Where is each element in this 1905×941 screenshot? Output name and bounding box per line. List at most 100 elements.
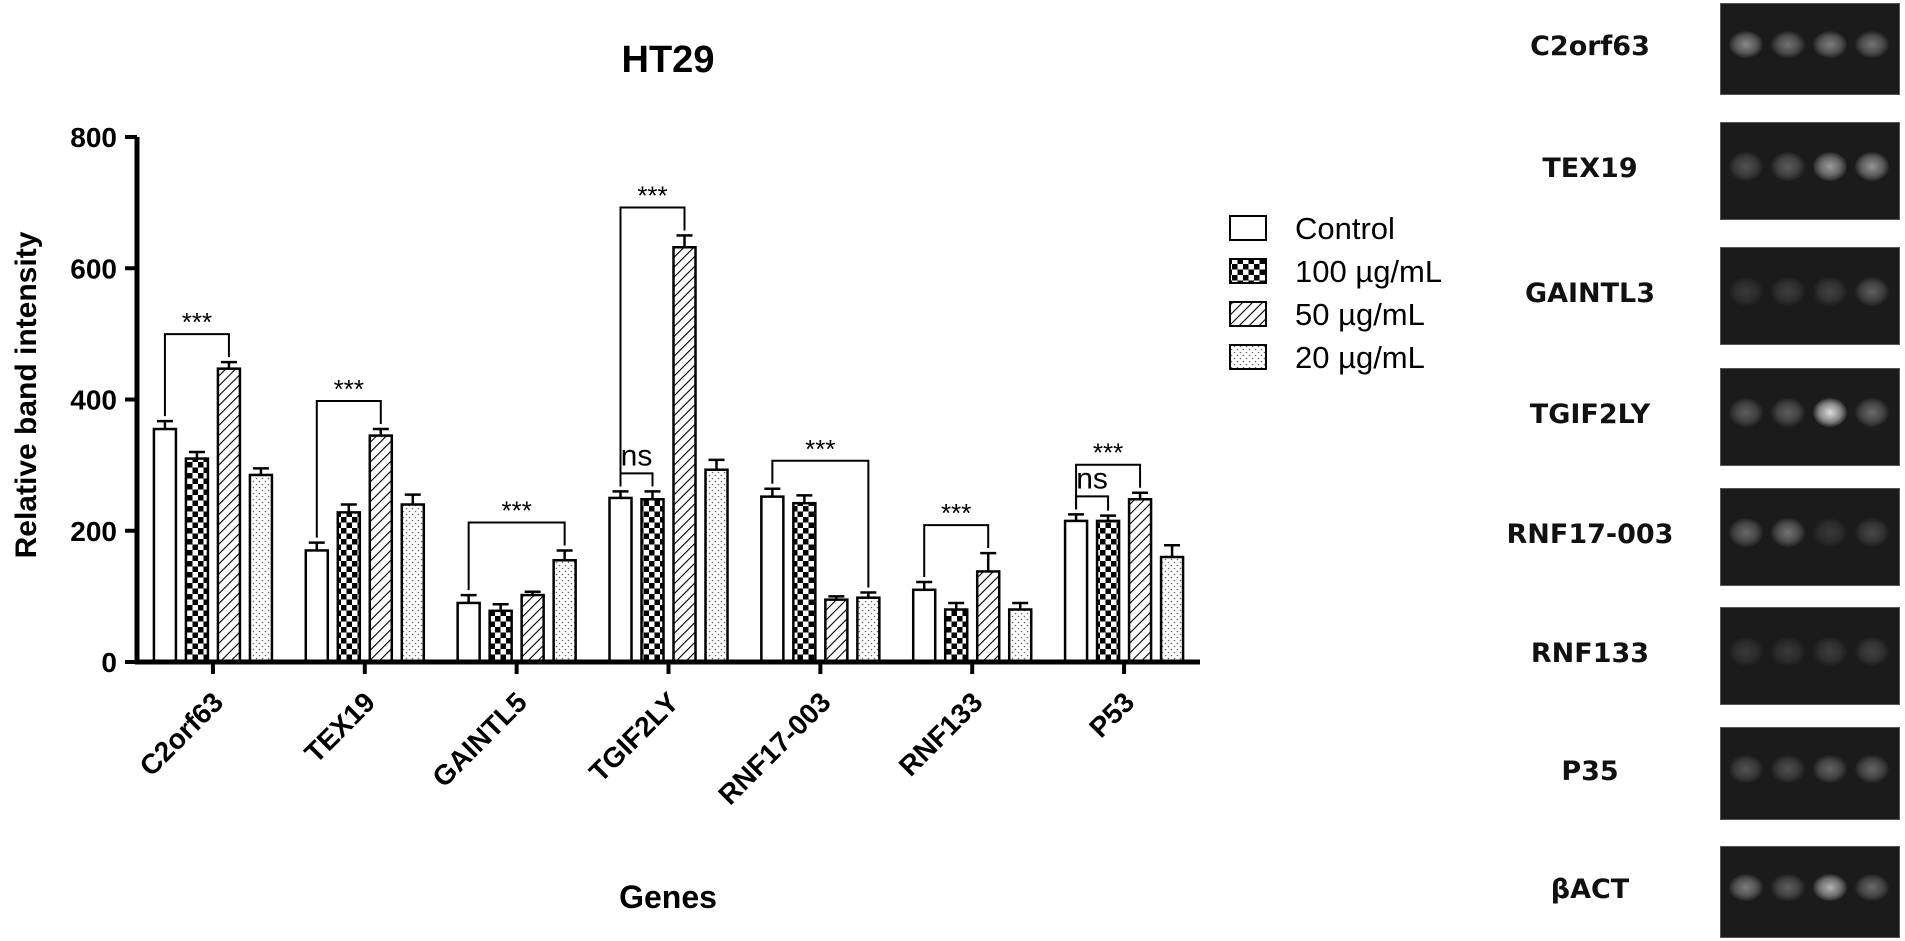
significance-label: *** bbox=[334, 374, 364, 404]
gel-band bbox=[1729, 755, 1763, 783]
gel-band bbox=[1771, 31, 1805, 58]
gel-band bbox=[1855, 31, 1889, 58]
bar bbox=[1007, 608, 1033, 664]
legend-label: 100 µg/mL bbox=[1295, 254, 1442, 289]
y-tick-label: 800 bbox=[70, 122, 117, 153]
significance-brackets: ************ns *********ns bbox=[163, 180, 1142, 591]
gel-band bbox=[1855, 517, 1889, 547]
x-tick-label: TGIF2LY bbox=[583, 686, 685, 788]
gel-band bbox=[1813, 874, 1847, 901]
significance-bracket bbox=[315, 400, 382, 538]
bar bbox=[520, 593, 545, 664]
x-tick-label: RNF133 bbox=[893, 686, 989, 782]
gel-band-panel bbox=[1720, 3, 1900, 95]
gel-band-panel bbox=[1720, 488, 1900, 586]
gel-band-panel bbox=[1720, 247, 1900, 345]
x-tick-label: TEX19 bbox=[299, 686, 381, 768]
significance-label: *** bbox=[941, 498, 971, 528]
gel-band bbox=[1771, 755, 1805, 783]
significance-bracket bbox=[619, 206, 686, 487]
legend-label: 20 µg/mL bbox=[1295, 340, 1425, 375]
bar bbox=[1063, 519, 1089, 664]
legend-swatch bbox=[1229, 215, 1267, 241]
gel-band bbox=[1813, 755, 1847, 783]
x-tick-label: C2orf63 bbox=[134, 686, 230, 782]
legend: Control 100 µg/mL 50 µg/mL 20 µg/mL bbox=[1229, 211, 1442, 375]
gel-row-label: TGIF2LY bbox=[1529, 399, 1651, 430]
gel-band bbox=[1771, 397, 1805, 427]
gel-band bbox=[1771, 517, 1805, 547]
bar bbox=[672, 246, 697, 664]
gel-band bbox=[1729, 397, 1763, 427]
bar bbox=[760, 495, 785, 664]
gel-band bbox=[1771, 636, 1805, 666]
gel-row-label: TEX19 bbox=[1542, 153, 1638, 184]
bars-group bbox=[152, 234, 1185, 664]
gel-band bbox=[1855, 636, 1889, 666]
gel-band bbox=[1855, 755, 1889, 783]
bar bbox=[856, 596, 881, 664]
bar bbox=[1095, 519, 1121, 664]
y-tick-label: 400 bbox=[70, 385, 117, 416]
bar bbox=[640, 498, 665, 664]
significance-label: *** bbox=[501, 495, 531, 525]
bar bbox=[975, 570, 1001, 664]
x-tick-label: P53 bbox=[1083, 686, 1140, 743]
gel-band bbox=[1729, 31, 1763, 58]
bar bbox=[248, 473, 274, 664]
significance-label: ns bbox=[621, 439, 653, 472]
bar bbox=[704, 468, 729, 664]
significance-bracket bbox=[163, 333, 230, 417]
significance-bracket bbox=[619, 472, 654, 487]
legend-swatch bbox=[1229, 344, 1267, 370]
y-tick-label: 600 bbox=[70, 253, 117, 284]
bar bbox=[368, 434, 394, 664]
gel-band bbox=[1729, 276, 1763, 306]
gel-band bbox=[1813, 276, 1847, 306]
significance-bracket bbox=[1075, 463, 1142, 510]
bar bbox=[152, 427, 178, 664]
gel-row-label: RNF133 bbox=[1530, 638, 1650, 669]
gel-band-panel bbox=[1720, 846, 1900, 938]
bar bbox=[608, 496, 633, 664]
x-axis-ticks: C2orf63 TEX19 GAINTL5 TGIF2LY RNF17-003 RNF13… bbox=[134, 662, 1140, 811]
significance-label: ns bbox=[1076, 462, 1108, 495]
gel-band bbox=[1813, 151, 1847, 181]
significance-bracket bbox=[771, 459, 870, 588]
gel-band bbox=[1813, 31, 1847, 58]
bar bbox=[911, 588, 937, 664]
bar bbox=[184, 457, 210, 664]
legend-label: 50 µg/mL bbox=[1295, 297, 1425, 332]
x-tick-label: RNF17-003 bbox=[712, 686, 836, 810]
legend-label: Control bbox=[1295, 211, 1395, 246]
y-axis-label: Relative band intensity bbox=[10, 231, 43, 558]
gel-row-label: P35 bbox=[1561, 755, 1619, 787]
gel-band bbox=[1813, 397, 1847, 427]
gel-band-panel bbox=[1720, 368, 1900, 466]
significance-bracket bbox=[1075, 495, 1110, 511]
y-tick-label: 0 bbox=[101, 647, 117, 678]
gel-row-label: βACT bbox=[1550, 874, 1630, 905]
significance-label: *** bbox=[1093, 438, 1123, 468]
bar bbox=[456, 601, 481, 664]
gel-band bbox=[1729, 151, 1763, 181]
gel-band bbox=[1813, 517, 1847, 547]
significance-bracket bbox=[467, 521, 566, 591]
chart-title: HT29 bbox=[622, 39, 715, 81]
gel-band bbox=[1771, 151, 1805, 181]
bar bbox=[488, 609, 513, 664]
bar bbox=[943, 608, 969, 664]
bar bbox=[216, 367, 242, 664]
gel-row-label: C2orf63 bbox=[1530, 31, 1650, 62]
bar bbox=[336, 511, 362, 664]
bar bbox=[792, 501, 817, 664]
bar bbox=[552, 559, 577, 664]
gel-band-panel bbox=[1720, 727, 1900, 820]
bar bbox=[400, 503, 426, 664]
gel-row-label: RNF17-003 bbox=[1506, 519, 1674, 550]
x-tick-label: GAINTL5 bbox=[426, 686, 533, 793]
legend-swatch bbox=[1229, 258, 1267, 284]
x-axis-label: Genes bbox=[619, 879, 717, 915]
bar bbox=[304, 549, 330, 664]
